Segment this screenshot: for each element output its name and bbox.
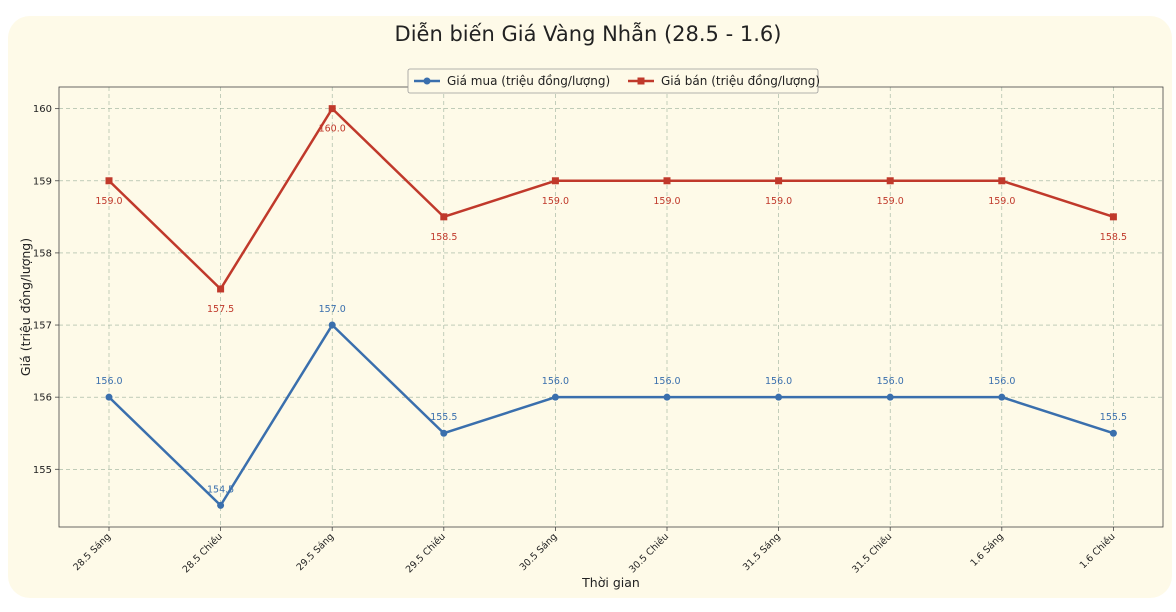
data-label: 159.0: [653, 196, 680, 207]
data-label: 159.0: [988, 196, 1015, 207]
data-point: [998, 393, 1006, 401]
data-point: [328, 105, 336, 113]
chart-title: Diễn biến Giá Vàng Nhẫn (28.5 - 1.6): [394, 22, 782, 46]
x-tick-label: 1.6 Sáng: [968, 531, 1005, 568]
y-tick-label: 158: [33, 248, 52, 259]
data-point: [663, 393, 671, 401]
data-point: [551, 393, 559, 401]
data-point: [998, 177, 1006, 185]
x-tick-label: 28.5 Sáng: [71, 531, 113, 573]
data-point: [1109, 213, 1117, 221]
data-point: [105, 177, 113, 185]
x-tick-label: 30.5 Sáng: [518, 531, 560, 573]
data-label: 160.0: [319, 124, 346, 135]
series-buy: 156.0 154.5 157.0 155.5 156.0 156.0 156.0 156.0…: [95, 304, 1127, 509]
y-tick-label: 155: [33, 465, 52, 476]
data-point: [775, 177, 783, 185]
data-label: 159.0: [877, 196, 904, 207]
data-label: 159.0: [765, 196, 792, 207]
legend-box: [407, 68, 819, 94]
data-label: 156.0: [765, 376, 792, 387]
legend-marker-buy: [423, 77, 431, 85]
legend-marker-sell: [637, 77, 645, 85]
y-axis-label: Giá (triệu đồng/lượng): [18, 238, 33, 376]
x-tick-label: 1.6 Chiều: [1078, 531, 1118, 571]
data-point: [217, 501, 225, 509]
x-tick-label: 29.5 Sáng: [295, 531, 337, 573]
data-point: [328, 321, 336, 329]
y-tick-label: 157: [33, 321, 52, 332]
data-point: [105, 393, 113, 401]
x-tick-label: 31.5 Sáng: [741, 531, 783, 573]
data-point: [440, 429, 448, 437]
data-label: 156.0: [653, 376, 680, 387]
x-axis-label: Thời gian: [581, 575, 640, 590]
y-axis: 155 156 157 158 159 160: [33, 104, 59, 476]
data-point: [440, 213, 448, 221]
data-label: 155.5: [430, 412, 457, 423]
y-tick-label: 159: [33, 176, 52, 187]
data-label: 159.0: [542, 196, 569, 207]
legend-label-sell: Giá bán (triệu đồng/lượng): [661, 74, 820, 88]
x-tick-label: 29.5 Chiều: [404, 531, 448, 575]
data-label: 155.5: [1100, 412, 1127, 423]
data-point: [663, 177, 671, 185]
data-point: [775, 393, 783, 401]
legend: Giá mua (triệu đồng/lượng) Giá bán (triệ…: [407, 68, 820, 94]
data-point: [217, 285, 225, 293]
data-label: 158.5: [1100, 232, 1127, 243]
x-tick-label: 28.5 Chiều: [181, 531, 225, 575]
data-label: 157.5: [207, 304, 234, 315]
data-point: [1109, 429, 1117, 437]
y-tick-label: 160: [33, 104, 52, 115]
data-point: [551, 177, 559, 185]
x-axis: 28.5 Sáng 28.5 Chiều 29.5 Sáng 29.5 Chiều 30…: [71, 527, 1118, 575]
data-label: 159.0: [95, 196, 122, 207]
x-tick-label: 31.5 Chiều: [850, 531, 894, 575]
data-label: 158.5: [430, 232, 457, 243]
chart-card: [8, 16, 1172, 598]
data-label: 156.0: [988, 376, 1015, 387]
data-point: [886, 393, 894, 401]
data-label: 157.0: [319, 304, 346, 315]
series-line: [108, 323, 1114, 507]
y-tick-label: 156: [33, 393, 52, 404]
series-line: [108, 107, 1114, 291]
data-label: 154.5: [207, 484, 234, 495]
legend-label-buy: Giá mua (triệu đồng/lượng): [447, 74, 610, 88]
series-sell: 159.0 157.5 160.0 158.5 159.0 159.0 159.0 159.0…: [95, 105, 1127, 315]
data-label: 156.0: [877, 376, 904, 387]
series: 156.0 154.5 157.0 155.5 156.0 156.0 156.0 156.0…: [95, 105, 1127, 509]
data-label: 156.0: [542, 376, 569, 387]
data-point: [886, 177, 894, 185]
data-label: 156.0: [95, 376, 122, 387]
x-tick-label: 30.5 Chiều: [627, 531, 671, 575]
